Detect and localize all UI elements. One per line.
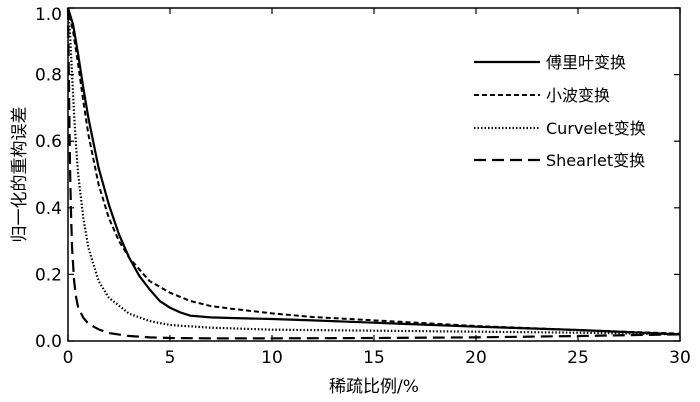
y-axis-label: 归一化的重构误差 [10, 107, 30, 243]
legend-label-3: Shearlet变换 [546, 151, 645, 170]
x-tick-label: 5 [165, 348, 176, 368]
legend-label-1: 小波变换 [546, 86, 610, 105]
series-line-1 [67, 7, 681, 335]
series-line-0 [66, 7, 681, 336]
x-tick-label: 0 [63, 348, 74, 368]
y-tick-label: 0.2 [35, 265, 62, 285]
series-line-2 [66, 7, 681, 336]
legend-label-2: Curvelet变换 [546, 119, 646, 138]
series-layer [66, 7, 681, 340]
y-tick-label: 0.4 [35, 199, 62, 219]
axis-layer: 0 5 10 15 20 25 30 0.0 0.2 0.4 0.6 0.8 1.0 [35, 5, 691, 368]
y-tick-label: 0.0 [35, 332, 62, 352]
x-tick-label: 25 [567, 348, 589, 368]
y-tick-label: 0.8 [35, 66, 62, 86]
x-tick-label: 30 [669, 348, 691, 368]
x-tick-label: 10 [261, 348, 283, 368]
x-tick-label: 15 [363, 348, 385, 368]
y-tick-label: 1.0 [35, 5, 62, 25]
legend-label-0: 傅里叶变换 [546, 53, 626, 72]
x-axis-label: 稀疏比例/% [329, 377, 419, 397]
y-tick-label: 0.6 [35, 132, 62, 152]
x-tick-label: 20 [465, 348, 487, 368]
series-line-3 [66, 7, 681, 340]
